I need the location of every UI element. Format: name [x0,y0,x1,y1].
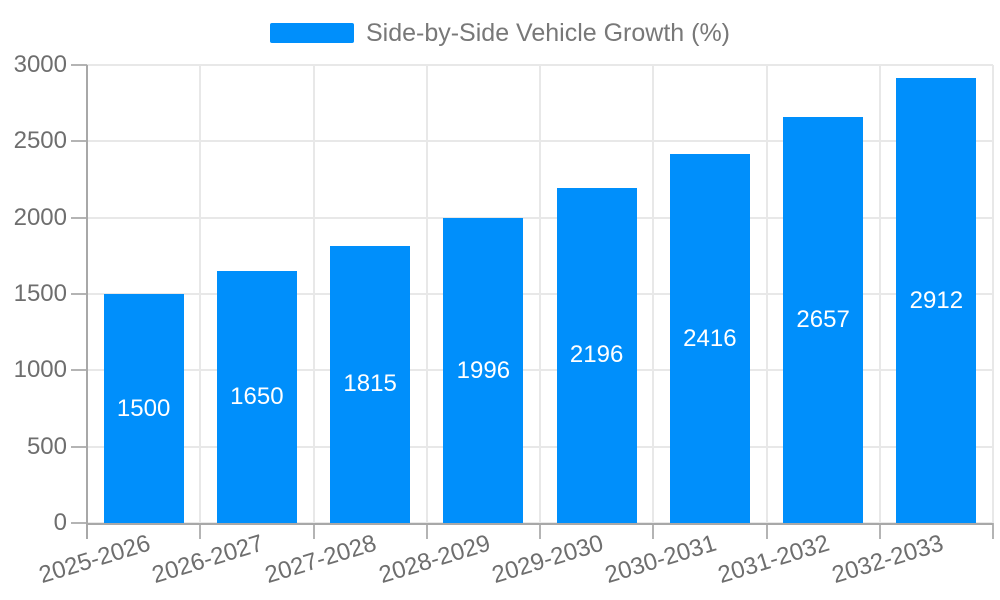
gridline-vertical [878,65,881,523]
y-axis-label: 1500 [13,280,67,307]
bar-value-label: 1996 [456,356,511,384]
legend[interactable]: Side-by-Side Vehicle Growth (%) [0,19,1000,47]
x-axis-tick [539,523,541,539]
y-axis-tick [71,445,87,448]
gridline-vertical [765,65,768,523]
x-axis-label: 2026-2027 [149,529,267,589]
x-axis-tick [312,523,315,539]
x-axis-label: 2032-2033 [828,529,947,589]
bar-value-label: 2657 [796,306,850,334]
y-axis-tick [71,216,87,219]
y-axis-tick [71,522,87,524]
bar-value-label: 1815 [343,370,397,398]
x-axis-label: 2028-2029 [375,529,494,589]
y-axis-tick [71,369,87,372]
y-axis-label: 2500 [13,127,67,155]
bar[interactable]: 2657 [783,117,864,523]
y-axis-label: 500 [26,432,67,460]
x-axis-tick [992,523,994,539]
bar[interactable]: 2912 [896,78,977,523]
x-axis-tick [878,523,881,539]
bar-value-label: 2912 [909,286,964,314]
bar-value-label: 1500 [116,394,171,422]
y-axis-tick [71,140,87,143]
x-axis-line [87,523,993,525]
bar-value-label: 2196 [569,341,624,369]
y-axis-line [86,65,88,539]
x-axis-label: 2025-2026 [35,529,154,589]
y-axis-label: 2000 [13,203,67,231]
y-axis-label: 3000 [13,51,67,78]
gridline-vertical [425,65,428,523]
x-axis-label: 2027-2028 [262,529,380,589]
x-axis-tick [765,523,768,539]
gridline-vertical [312,65,315,523]
y-axis-label: 0 [53,509,67,536]
x-axis-tick [199,523,202,539]
gridline-vertical [992,65,994,523]
gridline-vertical [652,65,655,523]
x-axis-tick [652,523,655,539]
bar-value-label: 2416 [683,324,737,352]
gridline-vertical [199,65,202,523]
bar[interactable]: 1500 [103,294,184,523]
y-axis-label: 1000 [13,356,67,384]
bar[interactable]: 1650 [216,271,297,523]
gridline-vertical [539,65,541,523]
x-axis-tick [425,523,428,539]
x-axis-label: 2029-2030 [488,529,607,589]
bar[interactable]: 2196 [556,187,637,523]
bar[interactable]: 1996 [443,218,524,523]
legend-swatch-icon [269,23,354,43]
bar-value-label: 1650 [230,383,284,411]
bar[interactable]: 2416 [669,154,750,523]
legend-label: Side-by-Side Vehicle Growth (%) [365,18,731,47]
bar[interactable]: 1815 [330,245,411,523]
x-axis-label: 2031-2032 [715,529,833,589]
y-axis-tick [71,293,87,295]
x-axis-label: 2030-2031 [602,529,720,589]
y-axis-tick [71,64,87,66]
